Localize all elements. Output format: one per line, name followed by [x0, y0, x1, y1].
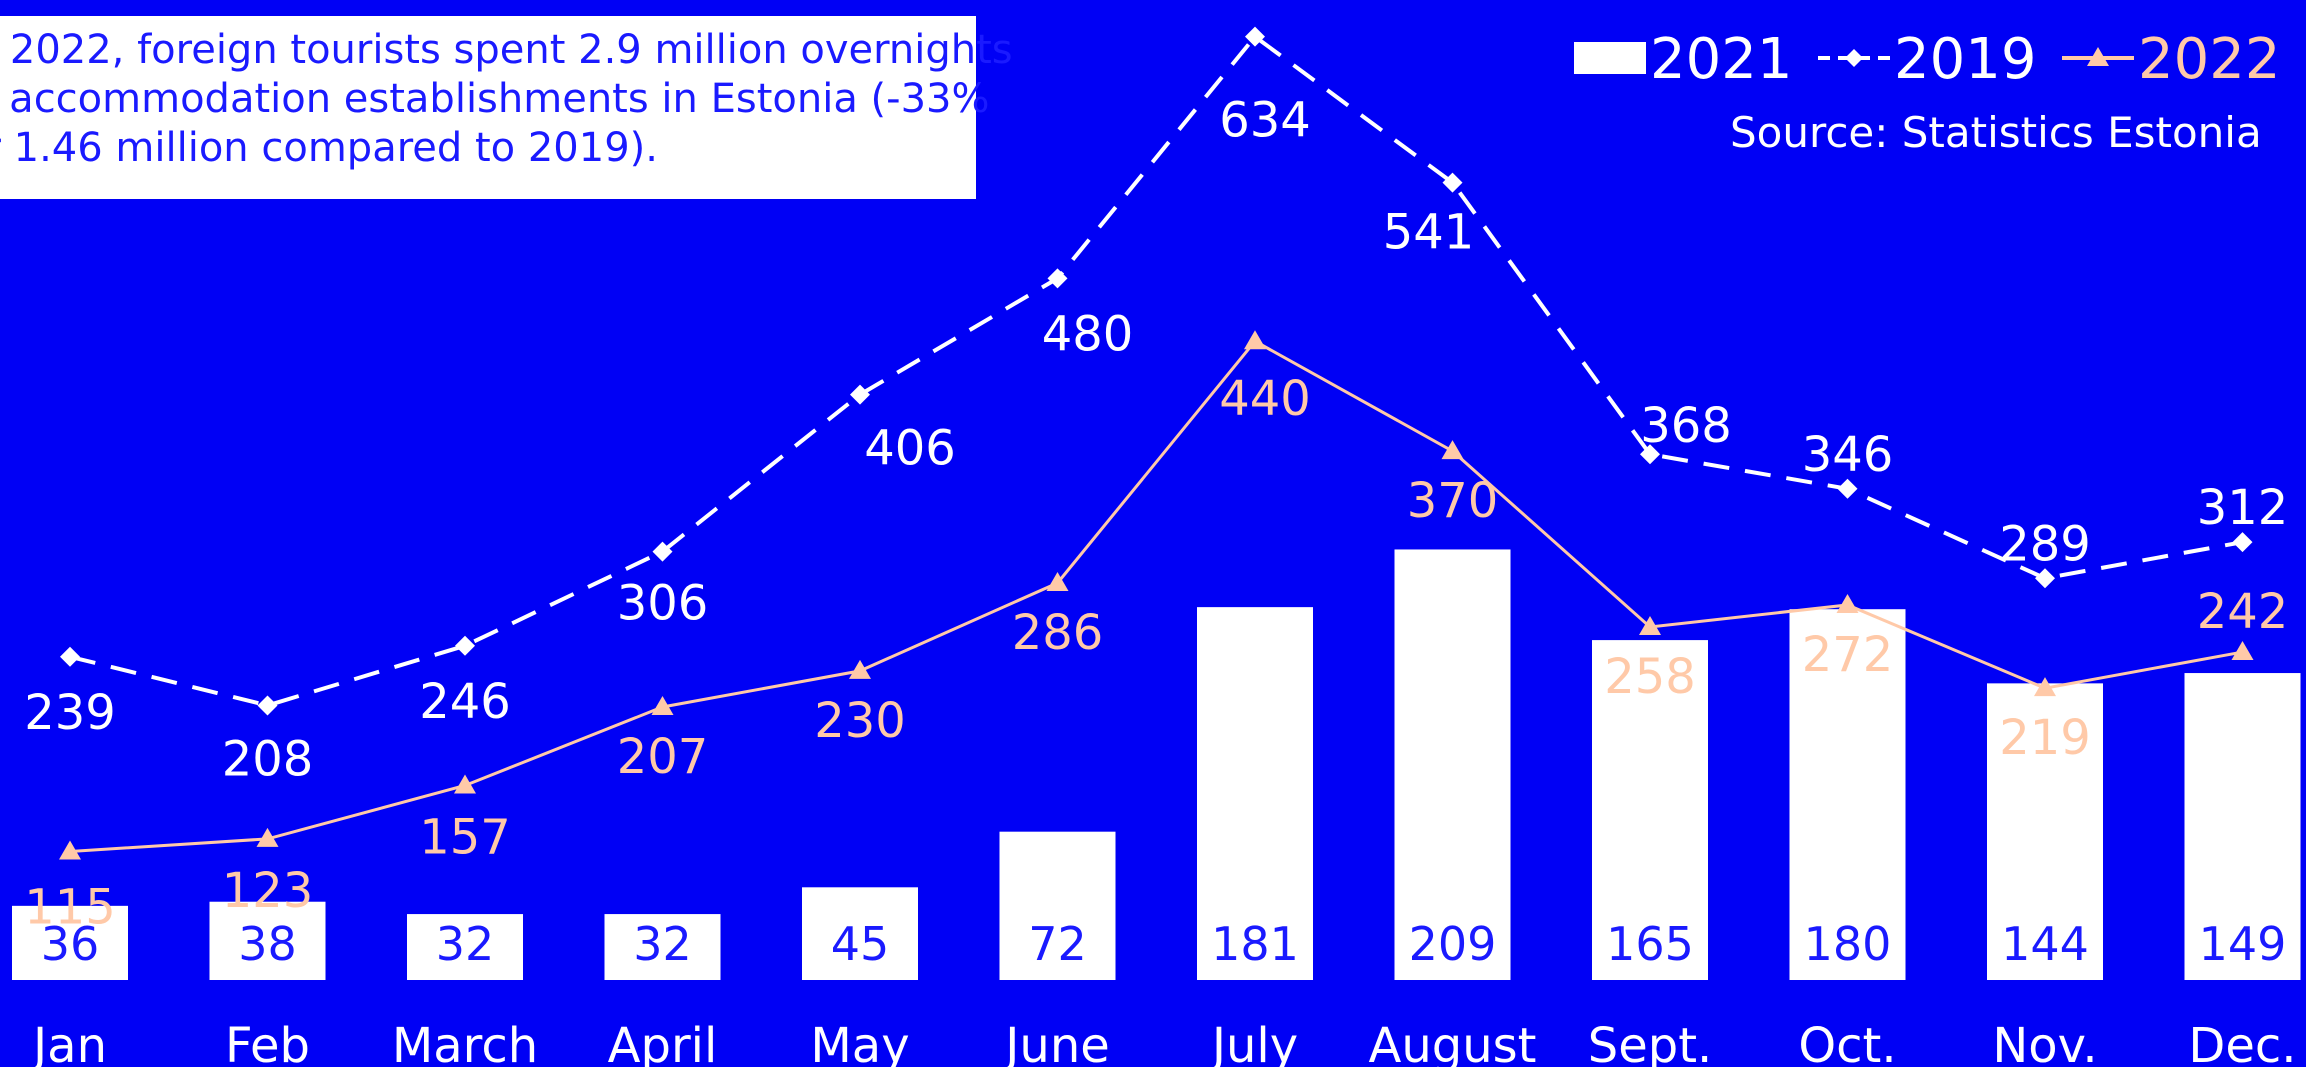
bar-label-2021: 72 [1028, 917, 1087, 971]
bar-2021-may [802, 887, 918, 980]
label-2022: 440 [1219, 371, 1311, 427]
bar-2021-nov [1987, 683, 2103, 980]
bar-2021-august [1394, 549, 1511, 980]
label-2019: 406 [864, 421, 956, 477]
label-2022: 230 [814, 693, 906, 749]
bar-2021-jan [12, 905, 128, 980]
bar-label-2021: 144 [2001, 917, 2089, 971]
summary-callout: In 2022, foreign tourists spent 2.9 mill… [0, 16, 1013, 199]
label-2022: 242 [2197, 584, 2289, 640]
bar-2021-oct [1789, 609, 1906, 980]
x-tick-label: April [608, 1018, 718, 1067]
marker-2019 [850, 384, 870, 405]
marker-2022 [256, 827, 279, 847]
line-2019 [69, 33, 2243, 708]
x-tick-label: July [1209, 1018, 1298, 1067]
legend-label-2022: 2022 [2138, 27, 2281, 92]
x-tick-label: May [810, 1018, 909, 1067]
bar-label-2021: 180 [1804, 917, 1892, 971]
legend-label-2021: 2021 [1650, 27, 1793, 92]
x-tick-label: Sept. [1588, 1018, 1713, 1067]
label-2019: 541 [1383, 205, 1475, 261]
line-2022 [69, 339, 2243, 853]
label-2022: 258 [1604, 649, 1696, 705]
label-2019: 289 [1999, 516, 2091, 572]
bar-label-2021: 165 [1606, 917, 1694, 971]
bar-2021-april [604, 914, 721, 980]
marker-2022 [1046, 571, 1069, 591]
label-2022: 272 [1802, 627, 1894, 683]
marker-2022 [1639, 615, 1661, 635]
bar-2021-dec [2184, 673, 2301, 980]
marker-2019 [1442, 172, 1463, 193]
marker-2019 [1047, 268, 1068, 289]
label-2022: 219 [1999, 710, 2091, 766]
marker-2022 [1441, 440, 1464, 460]
marker-2019 [2035, 568, 2055, 589]
x-tick-label: June [1002, 1018, 1110, 1067]
x-tick-label: Dec. [2188, 1018, 2296, 1067]
label-2022: 115 [24, 879, 116, 935]
label-2019: 239 [24, 685, 116, 741]
callout-line-3: or 1.46 million compared to 2019). [0, 125, 658, 171]
bar-label-2021: 32 [436, 917, 495, 971]
callout-line-1: In 2022, foreign tourists spent 2.9 mill… [0, 27, 1013, 73]
label-2019: 480 [1042, 306, 1134, 362]
marker-2019 [1837, 478, 1858, 499]
marker-2019 [1245, 26, 1265, 47]
marker-2022 [651, 696, 674, 716]
marker-2019 [60, 646, 80, 667]
marker-2022 [849, 659, 871, 679]
bar-label-2021: 38 [238, 917, 297, 971]
x-tick-label: Jan [30, 1018, 107, 1067]
legend-label-2019: 2019 [1894, 27, 2037, 92]
callout-line-2: in accommodation establishments in Eston… [0, 76, 990, 122]
label-2019: 208 [222, 731, 314, 787]
bar-label-2021: 149 [2199, 917, 2287, 971]
bar-2021-march [407, 914, 523, 980]
label-2019: 306 [617, 576, 709, 632]
label-2022: 157 [419, 810, 511, 866]
label-2022: 123 [222, 863, 314, 919]
label-2019: 346 [1802, 427, 1894, 483]
marker-2022 [1244, 330, 1266, 350]
marker-2022 [2231, 641, 2254, 661]
x-tick-label: August [1369, 1018, 1537, 1067]
marker-2019 [2232, 532, 2253, 553]
label-2022: 286 [1012, 605, 1104, 661]
label-2022: 207 [617, 729, 709, 785]
source-note: Source: Statistics Estonia [1730, 108, 2262, 157]
marker-2022 [454, 774, 476, 794]
marker-2019 [652, 541, 673, 562]
x-tick-label: Oct. [1798, 1018, 1896, 1067]
bar-label-2021: 45 [831, 917, 890, 971]
label-2019: 634 [1219, 93, 1311, 149]
bar-2021-june [999, 831, 1116, 980]
bar-label-2021: 209 [1409, 917, 1497, 971]
marker-2019 [257, 695, 278, 716]
marker-2022 [2034, 677, 2056, 697]
label-2022: 370 [1407, 473, 1499, 529]
bar-label-2021: 36 [41, 917, 100, 971]
label-2019: 368 [1640, 398, 1732, 454]
legend-marker-2019 [1845, 49, 1863, 67]
bar-label-2021: 181 [1211, 917, 1299, 971]
bar-2021-sept [1592, 640, 1708, 980]
marker-2019 [1640, 444, 1660, 465]
x-tick-label: Feb [225, 1018, 310, 1067]
marker-2022 [1836, 593, 1859, 613]
label-2019: 312 [2197, 480, 2289, 536]
bar-2021-july [1197, 607, 1313, 980]
label-2019: 246 [419, 674, 511, 730]
legend-swatch-2021 [1574, 42, 1646, 74]
marker-2022 [59, 840, 81, 860]
bar-label-2021: 32 [633, 917, 692, 971]
bar-2021-feb [209, 901, 326, 980]
legend-marker-2022 [2087, 47, 2109, 66]
x-tick-label: Nov. [1992, 1018, 2097, 1067]
x-tick-label: March [392, 1018, 538, 1067]
marker-2019 [455, 635, 475, 656]
